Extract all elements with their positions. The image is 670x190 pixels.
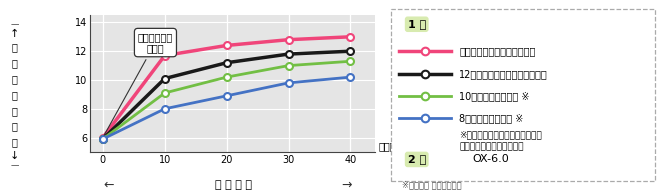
Text: 8レベルヘアカラー ※: 8レベルヘアカラー ※: [459, 113, 523, 123]
Text: ※アソート アリアの場合: ※アソート アリアの場合: [402, 180, 462, 189]
Text: （: （: [12, 90, 17, 100]
Text: レ: レ: [12, 43, 17, 52]
Text: —: —: [11, 20, 19, 29]
Text: 明: 明: [12, 106, 17, 116]
Text: 度: 度: [12, 122, 17, 132]
Text: OX-6.0: OX-6.0: [473, 154, 509, 164]
Text: ↑: ↑: [10, 29, 19, 39]
Text: 10レベルヘアカラー ※: 10レベルヘアカラー ※: [459, 91, 530, 101]
Text: —: —: [11, 161, 19, 170]
Text: ブリーチパウダー（脱染剤）: ブリーチパウダー（脱染剤）: [459, 46, 535, 56]
Text: バージン毛の
レベル: バージン毛の レベル: [104, 32, 173, 135]
Text: 放 置 時 間: 放 置 時 間: [214, 180, 252, 190]
Text: 2 剤: 2 剤: [407, 154, 426, 164]
FancyBboxPatch shape: [391, 9, 655, 181]
Text: 12レベルライトナー（脱色剤）: 12レベルライトナー（脱色剤）: [459, 69, 548, 79]
Text: →: →: [341, 179, 352, 190]
Text: 1 剤: 1 剤: [407, 19, 426, 29]
Text: ベ: ベ: [12, 58, 17, 68]
Text: ）: ）: [12, 138, 17, 147]
Text: ※染料が入っていない状態でのブ
リーチ力を表しています。: ※染料が入っていない状態でのブ リーチ力を表しています。: [459, 130, 542, 151]
Text: ←: ←: [104, 179, 115, 190]
Text: ↓: ↓: [10, 151, 19, 161]
Text: （分）: （分）: [379, 141, 396, 151]
Text: ル: ル: [12, 74, 17, 84]
